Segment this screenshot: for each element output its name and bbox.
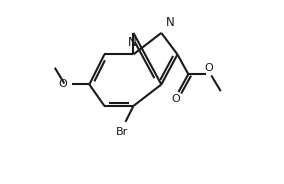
Text: N: N	[128, 36, 137, 49]
Text: O: O	[58, 79, 67, 89]
Text: O: O	[172, 94, 180, 104]
Text: O: O	[204, 63, 213, 73]
Text: N: N	[166, 16, 174, 29]
Text: Br: Br	[116, 127, 128, 137]
